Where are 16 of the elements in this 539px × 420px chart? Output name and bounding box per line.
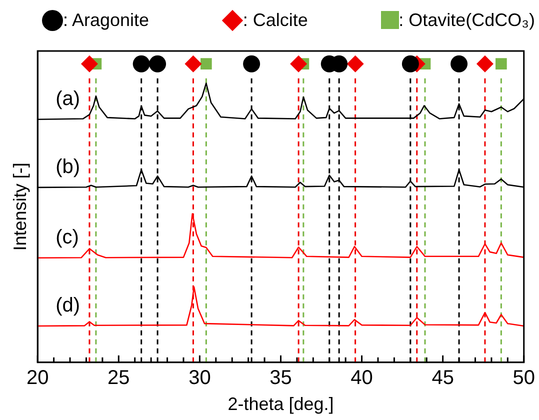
annotation: (b) [56, 156, 80, 178]
x-tick-label: 30 [188, 366, 211, 389]
legend-label: : Otavite(CdCO₃) [398, 10, 535, 30]
x-tick-label: 45 [432, 366, 454, 389]
x-axis-title: 2-theta [deg.] [228, 394, 334, 414]
annotation: (c) [56, 226, 79, 248]
legend-label: : Calcite [242, 10, 308, 30]
x-tick-label: 50 [512, 366, 535, 389]
y-axis-title: Intensity [-] [10, 162, 30, 251]
legend-label: : Aragonite [63, 10, 150, 30]
annotation: (d) [56, 294, 80, 316]
x-tick-label: 20 [26, 366, 49, 389]
x-tick-label: 25 [108, 366, 130, 389]
x-tick-label: 35 [270, 366, 292, 389]
x-tick-label: 40 [350, 366, 373, 389]
annotation: (a) [56, 88, 80, 110]
